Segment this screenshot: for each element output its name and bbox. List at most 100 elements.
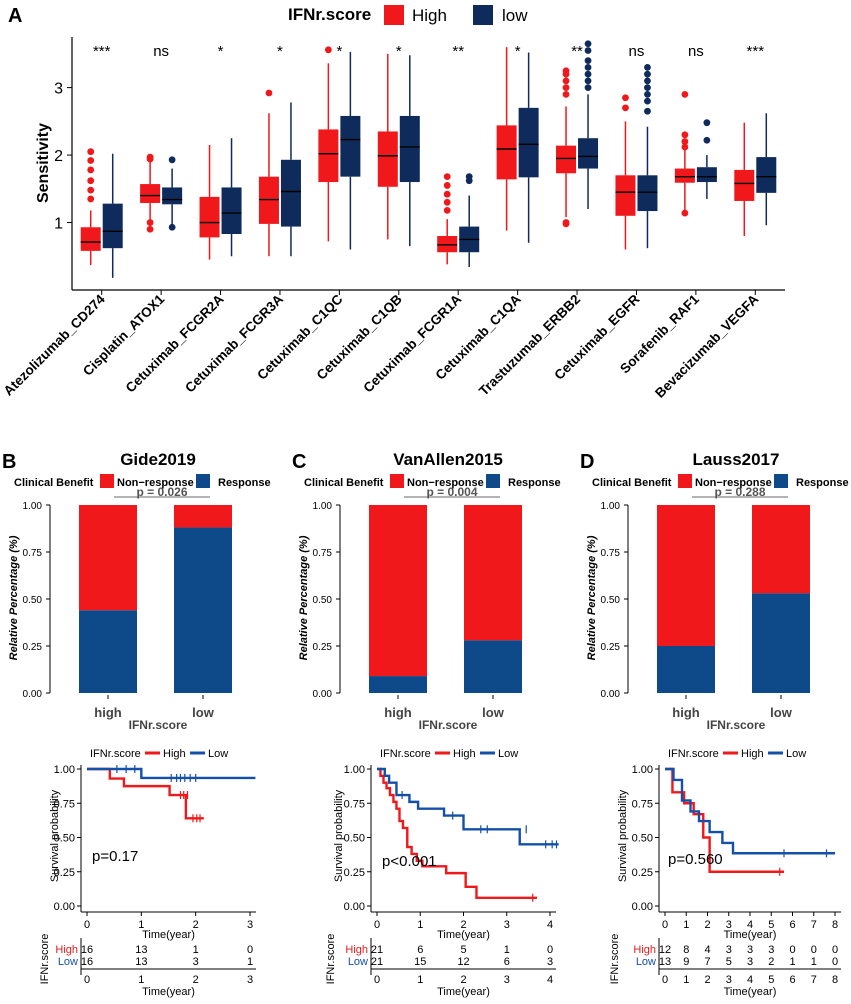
box-high: [556, 145, 577, 174]
outlier-high: [87, 166, 95, 174]
outlier-high: [681, 209, 689, 217]
significance-label: ***: [747, 43, 765, 60]
lower-panels: B Gide2019 Clinical Benefit Non−response Res…: [2, 450, 849, 998]
risk-low-count: 6: [504, 956, 510, 968]
category-label: Atezolizumab_CD274: [1, 291, 108, 398]
outlier-low: [465, 173, 473, 181]
box-low: [280, 159, 301, 227]
risk-high-count: 0: [811, 944, 817, 956]
bar-nonresponse-segment: [174, 505, 232, 528]
risk-high-count: 3: [726, 944, 732, 956]
risk-high-count: 5: [460, 944, 466, 956]
box-low: [221, 187, 242, 235]
km-y-tick-label: 0.00: [344, 901, 365, 913]
outlier-low: [644, 70, 651, 78]
outlier-low: [644, 77, 651, 85]
risk-low-count: 21: [371, 956, 383, 968]
bar-nonresponse-segment: [657, 505, 715, 646]
risk-high-count: 1: [193, 944, 199, 956]
boxplot: 123***Atezolizumab_CD274nsCisplatin_ATOX…: [1, 37, 785, 401]
bar-y-label: Relative Percentage (%): [298, 535, 310, 660]
box-low: [162, 187, 183, 205]
km-x-tick-label: 3: [726, 919, 732, 931]
bar-nonresponse-segment: [79, 505, 137, 611]
legend-high-label: High: [412, 6, 447, 25]
box-low: [518, 107, 539, 178]
km-legend-title: IFNr.score: [668, 748, 719, 760]
km-y-tick-label: 0.00: [54, 901, 75, 913]
category-label: Cetuximab_FCGR3A: [182, 291, 286, 395]
risk-row-low-label: Low: [58, 956, 78, 968]
outlier-high: [87, 195, 95, 203]
risk-low-count: 3: [547, 956, 553, 968]
km-x-tick-label: 6: [789, 919, 795, 931]
risk-high-count: 4: [704, 944, 710, 956]
bar-legend-title: Clinical Benefit: [14, 477, 94, 489]
outlier-high: [443, 182, 451, 189]
risk-high-count: 3: [747, 944, 753, 956]
bar-x-label: IFNr.score: [129, 718, 188, 732]
y-axis-label: Sensitivity: [35, 123, 52, 203]
risk-high-count: 12: [659, 944, 671, 956]
outlier-high: [443, 206, 451, 214]
bar-nonresponse-segment: [752, 505, 810, 594]
km-x-tick-label: 8: [832, 919, 838, 931]
significance-label: *: [396, 43, 402, 60]
risk-x-tick-label: 6: [789, 974, 795, 986]
km-y-tick-label: 0.75: [344, 798, 365, 810]
km-legend-high-label: High: [163, 748, 186, 760]
outlier-high: [622, 94, 629, 102]
outlier-low: [644, 90, 651, 98]
km-x-tick-label: 2: [704, 919, 710, 931]
legend-low-label: low: [502, 6, 528, 25]
risk-low-count: 12: [457, 956, 469, 968]
risk-x-tick-label: 4: [747, 974, 753, 986]
bar-y-tick-label: 1.00: [313, 501, 333, 512]
bar-x-tick-label: low: [770, 705, 793, 720]
bar-y-tick-label: 0.25: [601, 642, 621, 653]
outlier-high: [146, 219, 154, 226]
risk-x-tick-label: 2: [193, 974, 199, 986]
risk-low-count: 0: [832, 956, 838, 968]
significance-label: ns: [629, 43, 645, 60]
bar-response-segment: [369, 676, 427, 693]
risk-high-count: 0: [547, 944, 553, 956]
risk-high-count: 16: [81, 944, 93, 956]
km-x-tick-label: 1: [138, 919, 144, 931]
panel-b: B Gide2019 Clinical Benefit Non−response Res…: [2, 450, 271, 998]
km-curve-low: [665, 767, 835, 855]
legend-response-key: [486, 474, 500, 488]
bar-y-tick-label: 0.00: [313, 689, 333, 700]
bar-y-tick-label: 0.75: [313, 548, 333, 559]
bar-y-tick-label: 0.25: [313, 642, 333, 653]
risk-x-tick-label: 7: [811, 974, 817, 986]
risk-row-low-label: Low: [348, 956, 368, 968]
bar-y-tick-label: 0.00: [601, 689, 621, 700]
outlier-high: [681, 131, 689, 139]
risk-x-tick-label: 2: [460, 974, 466, 986]
risk-low-count: 1: [789, 956, 795, 968]
risk-x-label: Time(year): [142, 986, 195, 998]
outlier-high: [562, 90, 570, 98]
significance-label: *: [277, 43, 283, 60]
outlier-high: [146, 225, 154, 233]
bar-legend-title: Clinical Benefit: [592, 477, 672, 489]
risk-x-tick-label: 1: [683, 974, 689, 986]
box-low: [578, 138, 599, 169]
bar-title: Lauss2017: [693, 450, 780, 469]
km-x-tick-label: 0: [662, 919, 668, 931]
box-low: [756, 157, 777, 193]
bar-response-segment: [657, 646, 715, 693]
significance-label: *: [218, 43, 224, 60]
significance-label: ***: [93, 43, 111, 60]
km-x-tick-label: 2: [193, 919, 199, 931]
risk-x-tick-label: 2: [704, 974, 710, 986]
risk-x-tick-label: 1: [417, 974, 423, 986]
km-x-tick-label: 1: [683, 919, 689, 931]
outlier-low: [703, 119, 711, 127]
outlier-low: [644, 63, 651, 71]
outlier-high: [622, 104, 629, 112]
km-x-label: Time(year): [724, 929, 777, 941]
outlier-high: [681, 90, 689, 98]
risk-high-count: 13: [135, 944, 147, 956]
